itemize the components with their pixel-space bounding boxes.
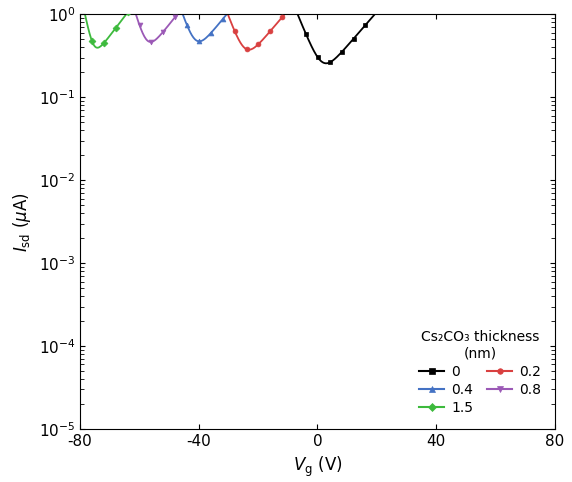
X-axis label: $V_{\mathregular{g}}$ (V): $V_{\mathregular{g}}$ (V) (293, 455, 342, 479)
Y-axis label: $I_{\mathregular{sd}}$ ($\mu$A): $I_{\mathregular{sd}}$ ($\mu$A) (11, 192, 33, 252)
Legend: 0, 0.4, 1.5, 0.2, 0.8: 0, 0.4, 1.5, 0.2, 0.8 (412, 323, 548, 422)
